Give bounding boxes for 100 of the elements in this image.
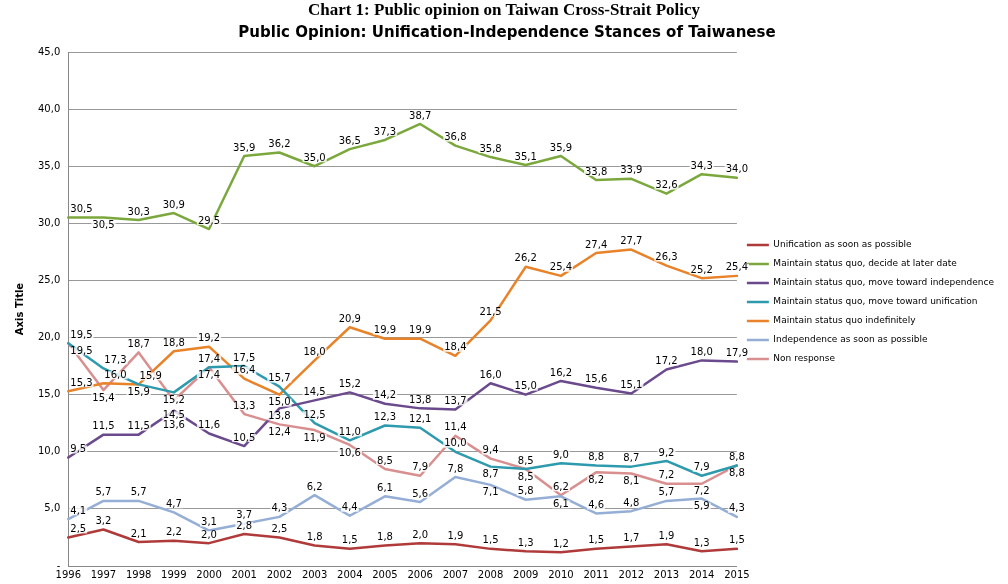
data-label: 25,4 <box>549 261 573 273</box>
data-label: 5,7 <box>130 486 147 498</box>
data-label: 1,5 <box>341 534 358 546</box>
data-label: 17,4 <box>197 352 221 364</box>
data-label: 30,9 <box>162 198 185 210</box>
data-label: 7,8 <box>447 462 464 474</box>
data-label: 5,9 <box>693 500 710 512</box>
data-label: 3,2 <box>95 515 112 527</box>
data-label: 13,6 <box>162 419 185 431</box>
y-tick-label: 5,0 <box>44 502 61 514</box>
data-label: 33,8 <box>584 165 608 177</box>
data-label: 17,2 <box>655 355 678 367</box>
data-label: 9,2 <box>658 446 675 458</box>
legend-label: Maintain status quo indefinitely <box>773 315 917 326</box>
data-label: 12,4 <box>268 425 291 437</box>
data-label: 26,3 <box>655 251 678 263</box>
data-label: 8,5 <box>517 470 534 482</box>
data-label: 26,2 <box>514 252 537 264</box>
x-tick-label: 2002 <box>266 568 293 580</box>
data-label: 6,2 <box>306 480 323 492</box>
data-label: 36,8 <box>444 131 467 143</box>
data-label: 20,9 <box>338 312 361 324</box>
data-label: 1,8 <box>377 531 393 543</box>
x-tick-label: 2008 <box>477 568 504 580</box>
data-label: 11,0 <box>338 425 361 437</box>
data-label: 15,0 <box>268 396 291 408</box>
x-tick-label: 1997 <box>90 568 117 580</box>
data-label: 5,6 <box>412 487 429 499</box>
data-label: 34,3 <box>690 159 713 171</box>
data-label: 32,6 <box>655 179 678 191</box>
data-label: 4,4 <box>341 501 358 513</box>
y-tick-label: 25,0 <box>38 274 61 286</box>
data-label: 2,1 <box>130 527 147 539</box>
data-label: 33,9 <box>620 164 643 176</box>
data-label: 11,5 <box>92 420 115 432</box>
data-label: 35,9 <box>549 141 573 153</box>
data-label: 1,5 <box>482 534 499 546</box>
x-tick-label: 2003 <box>301 568 328 580</box>
x-tick-label: 2009 <box>513 568 539 580</box>
data-label: 5,8 <box>517 485 534 497</box>
x-tick-label: 2015 <box>724 568 750 580</box>
data-label: 35,0 <box>303 151 326 163</box>
data-label: 15,7 <box>268 372 291 384</box>
data-label: 18,8 <box>162 336 185 348</box>
data-label: 8,7 <box>623 452 640 464</box>
data-label: 25,4 <box>725 261 749 273</box>
data-label: 13,7 <box>444 395 467 407</box>
data-label: 4,6 <box>588 499 605 511</box>
legend-label: Independence as soon as possible <box>773 334 928 345</box>
legend-label: Unification as soon as possible <box>773 239 913 250</box>
data-label: 18,0 <box>303 345 326 357</box>
x-tick-label: 2012 <box>618 568 645 580</box>
x-tick-label: 2011 <box>583 568 609 580</box>
data-label: 15,9 <box>127 385 150 397</box>
data-label: 18,0 <box>690 345 713 357</box>
data-label: 21,5 <box>479 306 502 318</box>
data-label: 7,2 <box>658 469 675 481</box>
data-label: 6,1 <box>552 497 569 509</box>
data-label: 30,3 <box>127 205 150 217</box>
data-label: 1,9 <box>658 529 675 541</box>
data-label: 14,5 <box>303 385 326 397</box>
data-label: 12,1 <box>409 413 432 425</box>
data-label: 17,3 <box>104 353 127 365</box>
data-label: 13,8 <box>268 409 291 421</box>
y-tick-label: - <box>56 559 61 571</box>
x-tick-label: 2005 <box>372 568 398 580</box>
data-label: 37,3 <box>373 125 397 137</box>
legend-label: Maintain status quo, decide at later date <box>773 258 958 269</box>
data-label: 9,4 <box>482 444 499 456</box>
y-axis-title: Axis Title <box>13 282 25 336</box>
data-label: 1,2 <box>552 537 569 549</box>
data-label: 16,2 <box>549 366 573 378</box>
data-label: 5,7 <box>95 486 112 498</box>
data-label: 13,3 <box>233 399 256 411</box>
data-label: 30,5 <box>92 219 115 231</box>
data-label: 6,2 <box>552 480 569 492</box>
data-label: 38,7 <box>409 109 432 121</box>
data-label: 19,2 <box>197 332 221 344</box>
data-label: 35,9 <box>233 141 256 153</box>
data-label: 10,0 <box>444 437 467 449</box>
data-label: 10,6 <box>338 446 361 458</box>
data-label: 17,5 <box>233 351 256 363</box>
data-label: 15,0 <box>514 380 537 392</box>
x-tick-label: 2006 <box>407 568 433 580</box>
y-tick-label: 15,0 <box>38 388 61 400</box>
data-label: 1,3 <box>693 536 710 548</box>
data-label: 8,5 <box>377 454 393 466</box>
y-tick-label: 45,0 <box>38 45 61 57</box>
data-label: 8,7 <box>482 468 499 480</box>
y-tick-label: 35,0 <box>38 159 61 171</box>
y-tick-label: 10,0 <box>38 445 61 457</box>
data-label: 12,5 <box>303 408 326 420</box>
data-label: 14,5 <box>162 408 185 420</box>
legend-label: Maintain status quo, move toward unification <box>773 296 978 307</box>
data-label: 36,2 <box>268 138 291 150</box>
data-label: 12,3 <box>373 411 397 423</box>
data-label: 19,5 <box>70 344 93 356</box>
data-label: 7,1 <box>482 486 499 498</box>
data-label: 1,3 <box>517 536 534 548</box>
data-label: 11,9 <box>303 431 326 443</box>
